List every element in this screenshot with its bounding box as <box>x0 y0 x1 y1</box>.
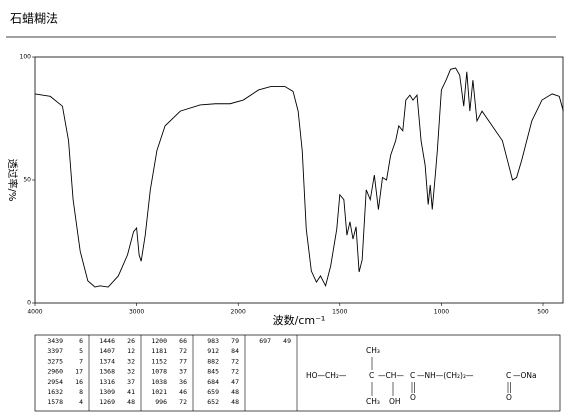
peak-wavenumber: 1632 <box>47 388 63 396</box>
peak-transmittance: 41 <box>127 388 135 396</box>
y-tick-label: 50 <box>23 177 31 184</box>
peak-transmittance: 32 <box>127 357 135 365</box>
peak-wavenumber: 697 <box>259 337 271 345</box>
peak-wavenumber: 3275 <box>47 357 63 365</box>
peak-wavenumber: 882 <box>207 357 219 365</box>
peak-transmittance: 47 <box>231 378 239 386</box>
peak-transmittance: 5 <box>79 347 83 355</box>
struct-text: CH₃ <box>366 346 380 355</box>
peak-transmittance: 8 <box>79 388 83 396</box>
peak-transmittance: 84 <box>231 347 239 355</box>
struct-text: OH <box>389 397 401 406</box>
peak-transmittance: 48 <box>127 398 135 406</box>
peak-transmittance: 37 <box>127 378 135 386</box>
peak-wavenumber: 1309 <box>99 388 115 396</box>
peak-wavenumber: 1446 <box>99 337 115 345</box>
peak-wavenumber: 2954 <box>47 378 63 386</box>
peak-wavenumber: 1374 <box>99 357 115 365</box>
peak-wavenumber: 1152 <box>151 357 167 365</box>
peak-transmittance: 72 <box>179 347 187 355</box>
peak-wavenumber: 1407 <box>99 347 115 355</box>
struct-text: C <box>506 371 511 380</box>
peak-transmittance: 77 <box>179 357 187 365</box>
peak-wavenumber: 1021 <box>151 388 167 396</box>
peak-wavenumber: 1038 <box>151 378 167 386</box>
table-frame <box>34 334 561 412</box>
peak-transmittance: 4 <box>79 398 83 406</box>
peak-transmittance: 79 <box>231 337 239 345</box>
peak-wavenumber: 1269 <box>99 398 115 406</box>
struct-text: —CH— <box>378 371 404 380</box>
peak-transmittance: 12 <box>127 347 135 355</box>
peak-transmittance: 7 <box>79 357 83 365</box>
peak-transmittance: 6 <box>79 337 83 345</box>
peak-wavenumber: 3397 <box>47 347 63 355</box>
peak-transmittance: 36 <box>179 378 187 386</box>
peak-wavenumber: 1181 <box>151 347 167 355</box>
x-tick-label: 2000 <box>231 309 246 316</box>
x-tick-label: 4000 <box>27 309 42 316</box>
plot-frame <box>34 56 564 304</box>
peak-wavenumber: 1578 <box>47 398 63 406</box>
peak-wavenumber: 1368 <box>99 368 115 376</box>
peak-wavenumber: 2960 <box>47 368 63 376</box>
peak-transmittance: 26 <box>127 337 135 345</box>
peak-transmittance: 72 <box>231 368 239 376</box>
x-tick-label: 1000 <box>434 309 449 316</box>
peak-transmittance: 17 <box>75 368 83 376</box>
peak-transmittance: 48 <box>231 388 239 396</box>
y-tick-label: 100 <box>20 54 32 61</box>
peak-transmittance: 48 <box>231 398 239 406</box>
y-tick-label: 0 <box>27 300 31 307</box>
title: 石蜡糊法 <box>10 11 58 26</box>
peak-transmittance: 66 <box>179 337 187 345</box>
peak-wavenumber: 1200 <box>151 337 167 345</box>
struct-text: —NH—(CH₂)₂— <box>417 371 474 380</box>
peak-transmittance: 46 <box>179 388 187 396</box>
x-tick-label: 3000 <box>129 309 144 316</box>
peak-transmittance: 72 <box>231 357 239 365</box>
peak-wavenumber: 996 <box>155 398 167 406</box>
peak-wavenumber: 1078 <box>151 368 167 376</box>
struct-text: —ONa <box>513 371 537 380</box>
spectrum-line <box>34 67 564 288</box>
y-label: 透过率/% <box>6 159 19 202</box>
peak-wavenumber: 1316 <box>99 378 115 386</box>
peak-wavenumber: 3439 <box>47 337 63 345</box>
structure: HO—CH₂— C CH₃ CH₃ —CH— OH C O —NH—(CH₂)₂… <box>306 346 537 406</box>
struct-text: O <box>410 393 416 402</box>
struct-text: HO—CH₂— <box>306 371 347 380</box>
struct-text: C <box>369 371 374 380</box>
peak-transmittance: 49 <box>283 337 291 345</box>
peak-wavenumber: 684 <box>207 378 219 386</box>
peak-wavenumber: 912 <box>207 347 219 355</box>
struct-text: CH₃ <box>366 397 380 406</box>
struct-text: C <box>410 371 415 380</box>
x-tick-label: 1500 <box>332 309 347 316</box>
peak-transmittance: 32 <box>127 368 135 376</box>
peak-wavenumber: 845 <box>207 368 219 376</box>
peak-transmittance: 16 <box>75 378 83 386</box>
x-tick-label: 500 <box>537 309 549 316</box>
x-label: 波数/cm⁻¹ <box>273 314 326 327</box>
table-lines <box>88 335 298 411</box>
peak-transmittance: 72 <box>179 398 187 406</box>
peak-transmittance: 37 <box>179 368 187 376</box>
peak-wavenumber: 983 <box>207 337 219 345</box>
struct-text: O <box>506 393 512 402</box>
peak-wavenumber: 659 <box>207 388 219 396</box>
peak-wavenumber: 652 <box>207 398 219 406</box>
